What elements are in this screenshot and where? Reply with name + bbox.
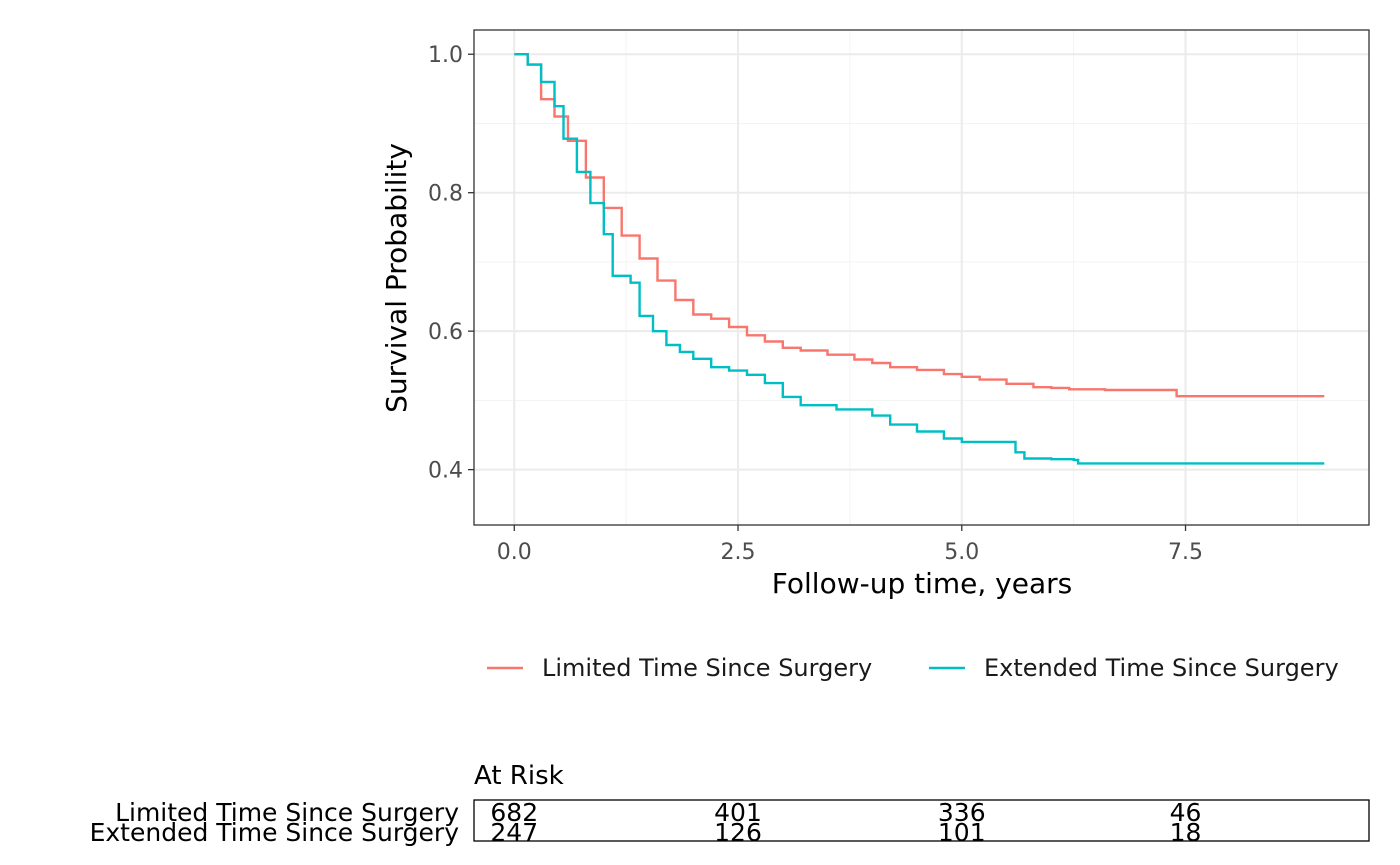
at-risk-title: At Risk — [474, 761, 564, 791]
at-risk-count: 46 — [1170, 798, 1202, 827]
survival-curve-extended — [514, 53, 1325, 465]
at-risk-count: 401 — [714, 798, 762, 827]
x-tick-label: 0.0 — [497, 540, 532, 565]
at-risk-table-border — [473, 799, 1370, 842]
y-tick-label: 0.6 — [428, 320, 463, 345]
at-risk-row-label-limited: Limited Time Since Surgery — [115, 798, 459, 827]
survival-curve-limited — [514, 53, 1325, 398]
y-axis-ticks: 0.4 0.6 0.8 1.0 — [428, 43, 474, 484]
legend: Limited Time Since Surgery Extended Time… — [487, 654, 1339, 682]
at-risk-count: 682 — [490, 798, 538, 827]
x-tick-label: 5.0 — [944, 540, 979, 565]
at-risk-count: 101 — [938, 818, 986, 847]
x-tick-label: 7.5 — [1168, 540, 1203, 565]
grid-minor — [474, 30, 1369, 525]
at-risk-count: 247 — [490, 818, 538, 847]
legend-label-limited: Limited Time Since Surgery — [542, 654, 872, 682]
at-risk-table: At Risk Limited Time Since Surgery Exten… — [90, 761, 1370, 847]
y-tick-label: 0.8 — [428, 182, 463, 207]
y-axis-title: Survival Probability — [380, 143, 413, 413]
x-axis-ticks: 0.0 2.5 5.0 7.5 — [497, 525, 1203, 565]
y-tick-label: 0.4 — [428, 459, 463, 484]
x-tick-label: 2.5 — [721, 540, 756, 565]
at-risk-values: 682 401 336 46 247 126 101 18 — [490, 798, 1201, 847]
legend-label-extended: Extended Time Since Surgery — [984, 654, 1339, 682]
survival-curves — [514, 53, 1325, 465]
at-risk-count: 336 — [938, 798, 986, 827]
at-risk-count: 18 — [1170, 818, 1202, 847]
x-axis-title: Follow-up time, years — [772, 567, 1072, 600]
y-tick-label: 1.0 — [428, 43, 463, 68]
at-risk-count: 126 — [714, 818, 762, 847]
at-risk-row-label-extended: Extended Time Since Surgery — [90, 818, 460, 847]
plot-panel-border — [473, 29, 1370, 526]
